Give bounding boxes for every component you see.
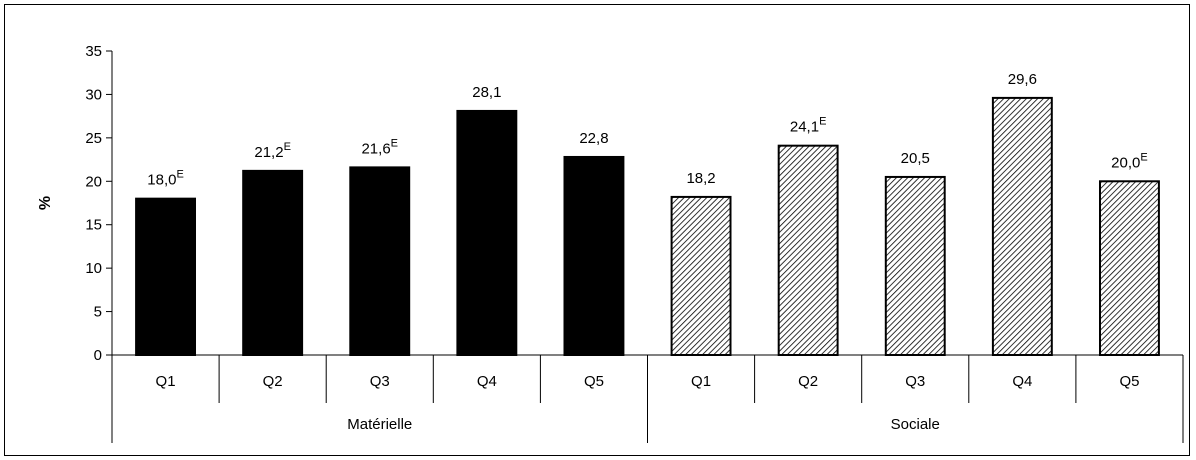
bar bbox=[777, 144, 839, 356]
category-label: Q4 bbox=[1012, 373, 1032, 390]
y-tick-label: 0 bbox=[94, 347, 102, 364]
bar bbox=[349, 166, 411, 356]
estimate-flag: E bbox=[176, 169, 183, 181]
data-label: 18,0E bbox=[147, 169, 184, 189]
y-tick-label: 30 bbox=[85, 86, 102, 103]
category-label: Q3 bbox=[370, 373, 390, 390]
bar bbox=[1098, 180, 1160, 356]
bar bbox=[991, 96, 1053, 356]
y-tick-label: 20 bbox=[85, 173, 102, 190]
y-tick-label: 35 bbox=[85, 43, 102, 60]
y-tick-label: 10 bbox=[85, 260, 102, 277]
estimate-flag: E bbox=[284, 141, 291, 153]
data-label: 28,1 bbox=[472, 84, 501, 101]
bar bbox=[135, 197, 197, 356]
category-label: Q1 bbox=[691, 373, 711, 390]
data-label: 18,2 bbox=[686, 170, 715, 187]
category-label: Q3 bbox=[905, 373, 925, 390]
bar-chart: 0 5 10 15 20 25 30 35% Matérielle Sociale Q1 Q2 Q3 Q4… bbox=[37, 43, 1184, 443]
y-tick-label: 15 bbox=[85, 217, 102, 234]
bar bbox=[456, 109, 518, 356]
category-label: Q4 bbox=[477, 373, 497, 390]
y-axis-label: % bbox=[37, 196, 54, 210]
category-label: Q2 bbox=[263, 373, 283, 390]
group-label: Sociale bbox=[891, 416, 940, 433]
group-label: Matérielle bbox=[347, 416, 412, 433]
category-label: Q1 bbox=[156, 373, 176, 390]
data-label: 22,8 bbox=[579, 130, 608, 147]
y-tick-label: 25 bbox=[85, 130, 102, 147]
data-label: 21,6E bbox=[361, 137, 398, 157]
chart-frame: 0 5 10 15 20 25 30 35% Matérielle Sociale Q1 Q2 Q3 Q4… bbox=[4, 4, 1190, 456]
bar bbox=[563, 155, 625, 356]
y-tick-label: 5 bbox=[94, 304, 102, 321]
category-label: Q5 bbox=[584, 373, 604, 390]
bar bbox=[242, 169, 304, 356]
category-label: Q5 bbox=[1119, 373, 1139, 390]
data-label: 21,2E bbox=[254, 141, 291, 161]
estimate-flag: E bbox=[1140, 151, 1147, 163]
estimate-flag: E bbox=[819, 116, 826, 128]
data-label: 24,1E bbox=[790, 116, 827, 136]
bar bbox=[884, 175, 946, 356]
data-label: 20,5 bbox=[901, 150, 930, 167]
data-label: 20,0E bbox=[1111, 151, 1148, 171]
category-label: Q2 bbox=[798, 373, 818, 390]
estimate-flag: E bbox=[391, 137, 398, 149]
bar bbox=[670, 195, 732, 356]
data-label: 29,6 bbox=[1008, 71, 1037, 88]
